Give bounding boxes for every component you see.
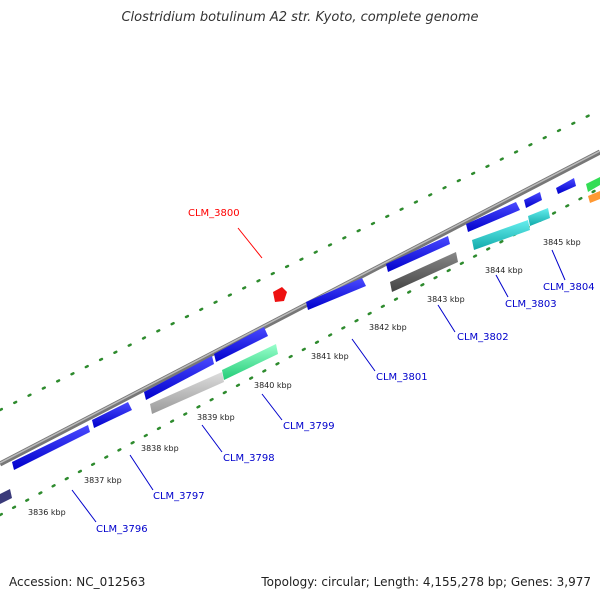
tick-label: 3836 kbp <box>28 508 66 517</box>
gene-block <box>556 178 576 194</box>
gene-block <box>222 344 278 380</box>
tick-label: 3844 kbp <box>485 266 523 275</box>
accession-text: Accession: NC_012563 <box>9 575 146 589</box>
gene-label: CLM_3798 <box>223 453 275 464</box>
gene-block <box>144 356 214 400</box>
gene-block <box>524 192 542 208</box>
tick-label: 3837 kbp <box>84 476 122 485</box>
tick-label: 3841 kbp <box>311 352 349 361</box>
tick-label: 3845 kbp <box>543 238 581 247</box>
label-leader-lines <box>71 227 566 523</box>
gene-block <box>214 327 268 362</box>
gene-block <box>306 278 366 310</box>
gene-block <box>588 191 600 203</box>
genome-summary-text: Topology: circular; Length: 4,155,278 bp… <box>261 575 591 589</box>
gene-label: CLM_3802 <box>457 332 509 343</box>
gene-block <box>150 372 224 414</box>
gene-block <box>12 425 90 470</box>
gene-block <box>92 402 132 428</box>
kbp-tick-labels: 3836 kbp 3837 kbp 3838 kbp 3839 kbp 3840… <box>28 238 581 517</box>
gene-label: CLM_3803 <box>505 299 557 310</box>
gene-block <box>386 236 450 272</box>
gene-label: CLM_3799 <box>283 421 335 432</box>
gene-label: CLM_3796 <box>96 524 148 535</box>
genome-title: Clostridium botulinum A2 str. Kyoto, com… <box>121 10 479 25</box>
outer-tick-ring <box>0 108 600 412</box>
gene-label: CLM_3800 <box>188 208 240 219</box>
gene-block <box>390 252 458 292</box>
tick-label: 3843 kbp <box>427 295 465 304</box>
reverse-strand-genes <box>0 191 600 504</box>
gene-block <box>586 177 600 192</box>
gene-labels: CLM_3796 CLM_3797 CLM_3798 CLM_3799 CLM_… <box>96 208 595 535</box>
inner-tick-ring <box>0 186 600 517</box>
gene-block <box>0 489 12 504</box>
gene-block <box>528 208 550 226</box>
highlight-marker <box>273 287 287 302</box>
gene-block <box>466 202 520 232</box>
gene-label: CLM_3804 <box>543 282 595 293</box>
tick-label: 3839 kbp <box>197 413 235 422</box>
gene-block <box>472 220 530 250</box>
tick-label: 3842 kbp <box>369 323 407 332</box>
forward-strand-genes <box>12 177 600 470</box>
genome-backbone <box>0 149 600 467</box>
tick-label: 3838 kbp <box>141 444 179 453</box>
gene-label: CLM_3801 <box>376 372 428 383</box>
tick-label: 3840 kbp <box>254 381 292 390</box>
gene-label: CLM_3797 <box>153 491 205 502</box>
